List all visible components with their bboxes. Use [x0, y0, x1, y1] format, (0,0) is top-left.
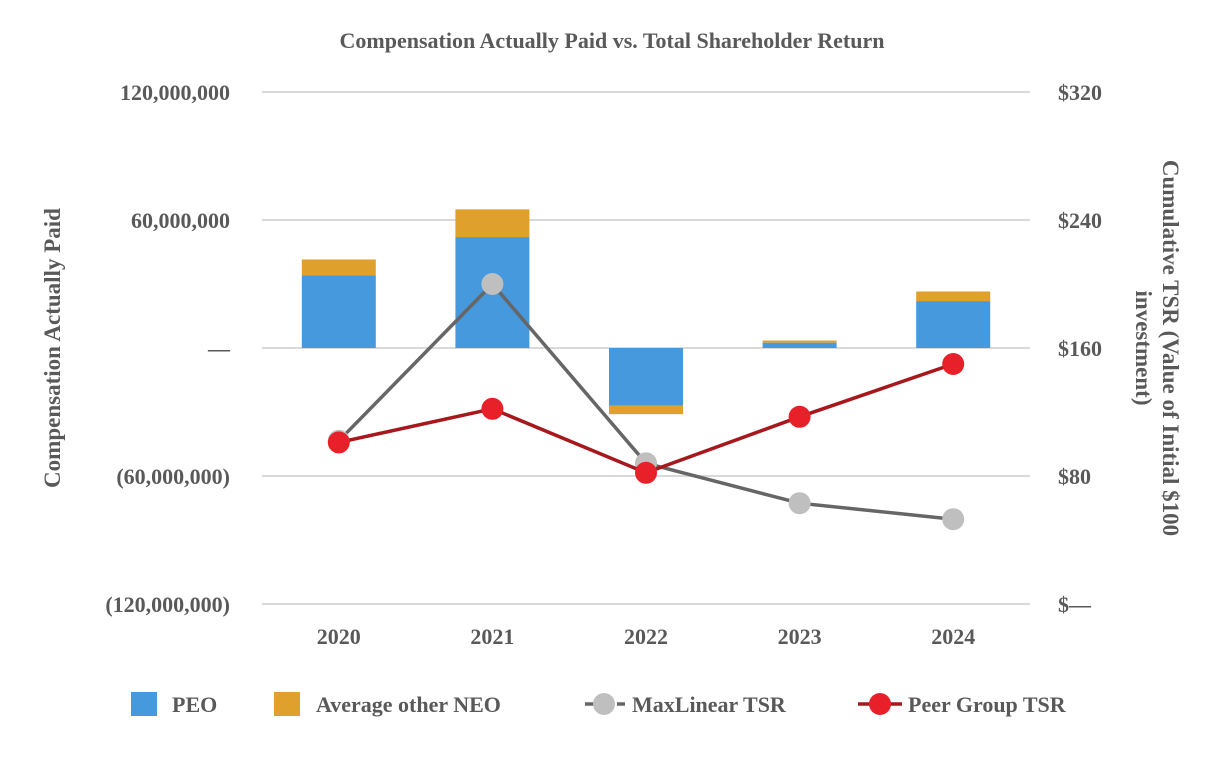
bar-layer — [301, 209, 991, 415]
y-axis-label: Compensation Actually Paid — [40, 208, 65, 488]
legend-label-peo: PEO — [172, 692, 217, 717]
y2-axis-label-line2: investment) — [1131, 291, 1156, 406]
legend-marker-peer-group-tsr — [869, 693, 891, 715]
y-tick-label: 120,000,000 — [120, 80, 230, 105]
point-peer-group-tsr — [942, 353, 965, 375]
legend: PEO Average other NEO MaxLinear TSR Peer Gr… — [131, 692, 1067, 717]
x-tick-label: 2023 — [778, 624, 822, 649]
legend-swatch-peo — [131, 692, 157, 716]
point-peer-group-tsr — [635, 461, 657, 484]
legend-label-peer-group-tsr: Peer Group TSR — [908, 692, 1067, 717]
point-peer-group-tsr — [481, 397, 504, 420]
y-tick-label: 60,000,000 — [131, 208, 230, 233]
bar-average-other-neo — [916, 291, 991, 302]
bar-peo — [762, 342, 837, 348]
x-tick-label: 2024 — [931, 624, 975, 649]
x-tick-label: 2020 — [317, 624, 361, 649]
y2-tick-label: $— — [1058, 592, 1092, 617]
x-axis-ticks: 2020 2021 2022 2023 2024 — [317, 624, 975, 649]
point-maxlinear-tsr — [481, 273, 504, 295]
legend-label-maxlinear-tsr: MaxLinear TSR — [632, 692, 787, 717]
bar-average-other-neo — [609, 405, 683, 415]
point-maxlinear-tsr — [788, 492, 811, 515]
x-tick-label: 2022 — [624, 624, 668, 649]
y2-tick-label: $160 — [1058, 336, 1102, 361]
y-axis-ticks: 120,000,000 60,000,000 — (60,000,000) (120,0… — [105, 80, 231, 617]
y-tick-label: (120,000,000) — [105, 592, 230, 617]
y-tick-label: (60,000,000) — [116, 464, 230, 489]
bar-average-other-neo — [301, 259, 376, 276]
legend-swatch-average-other-neo — [274, 692, 300, 716]
point-peer-group-tsr — [327, 431, 350, 454]
legend-marker-maxlinear-tsr — [593, 693, 615, 715]
bar-peo — [609, 348, 683, 406]
chart-title: Compensation Actually Paid vs. Total Sha… — [340, 28, 885, 53]
point-maxlinear-tsr — [942, 508, 965, 531]
legend-label-average-other-neo: Average other NEO — [316, 692, 501, 717]
bar-peo — [916, 301, 991, 348]
bar-average-other-neo — [762, 340, 837, 343]
y2-axis-label-line1: Cumulative TSR (Value of Initial $100 — [1158, 160, 1183, 536]
y2-axis-ticks: $320 $240 $160 $80 $— — [1058, 80, 1102, 617]
y2-tick-label: $80 — [1058, 464, 1091, 489]
x-tick-label: 2021 — [470, 624, 514, 649]
point-peer-group-tsr — [788, 405, 811, 428]
y2-tick-label: $240 — [1058, 208, 1102, 233]
line-layer — [327, 273, 965, 531]
bar-average-other-neo — [455, 209, 530, 238]
bar-peo — [301, 275, 376, 348]
y-tick-label: — — [207, 336, 231, 361]
y2-tick-label: $320 — [1058, 80, 1102, 105]
